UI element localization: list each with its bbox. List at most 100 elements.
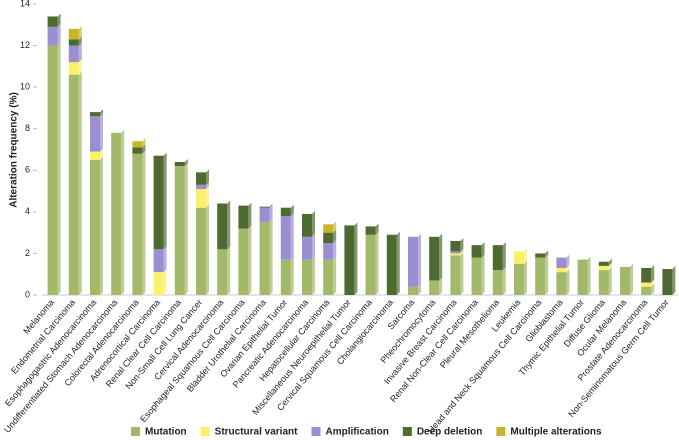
- bar-side: [100, 148, 103, 160]
- bar-segment: [556, 257, 567, 268]
- bar-segment: [556, 267, 567, 273]
- legend-label: Structural variant: [215, 427, 298, 438]
- bar-side: [78, 25, 82, 40]
- bar-side: [206, 204, 209, 295]
- y-tick-label: 10: [20, 82, 30, 92]
- bar-segment: [471, 245, 482, 258]
- bar-segment: [68, 45, 79, 63]
- y-tick-label: 12: [20, 40, 30, 50]
- legend-label: Multiple alterations: [510, 427, 602, 438]
- y-tick-label: 0: [25, 289, 30, 299]
- legend-swatch: [402, 427, 412, 436]
- bar-side: [227, 200, 231, 250]
- bar-segment: [196, 184, 206, 189]
- bar-side: [184, 158, 188, 167]
- bar-side: [57, 13, 61, 27]
- bar-side: [227, 246, 231, 295]
- bar-segment: [408, 286, 418, 295]
- bar-side: [100, 156, 103, 295]
- bar-side: [502, 242, 506, 271]
- legend-swatch: [200, 427, 210, 436]
- bar-side: [651, 283, 655, 295]
- bar-side: [269, 204, 273, 223]
- bar-side: [333, 229, 337, 244]
- bar-side: [608, 267, 612, 295]
- bar-side: [481, 254, 485, 295]
- bar-segment: [132, 147, 143, 154]
- bar-side: [142, 150, 146, 295]
- bar-side: [121, 129, 125, 295]
- bar-segment: [450, 255, 461, 295]
- bar-segment: [620, 266, 630, 295]
- bar-side: [460, 248, 464, 254]
- bar-segment: [408, 236, 418, 287]
- bar-side: [418, 283, 421, 295]
- bar-segment: [68, 62, 79, 75]
- bar-side: [78, 36, 82, 46]
- bar-side: [333, 240, 337, 260]
- bar-side: [290, 256, 294, 295]
- bar-side: [418, 233, 421, 287]
- y-axis-title: Alteration frequency (%): [9, 92, 20, 208]
- legend-swatch: [131, 427, 140, 436]
- y-tick-label: 14: [20, 0, 30, 8]
- y-tick-label: 4: [25, 206, 30, 216]
- bar-side: [312, 256, 315, 295]
- bar-side: [333, 221, 337, 233]
- bar-side: [354, 222, 358, 295]
- bar-side: [630, 263, 633, 295]
- bar-segment: [302, 259, 312, 295]
- bar-segment: [514, 251, 524, 264]
- bar-segment: [280, 216, 291, 260]
- bar-side: [206, 185, 209, 208]
- bar-segment: [641, 282, 652, 287]
- bar-segment: [641, 267, 652, 283]
- bar-side: [651, 264, 655, 283]
- bar-segment: [598, 261, 609, 266]
- bar-segment: [514, 263, 524, 295]
- bar-segment: [450, 253, 461, 256]
- bar-segment: [47, 26, 58, 46]
- bar-segment: [323, 232, 334, 244]
- bar-side: [566, 269, 570, 295]
- bar-segment: [259, 206, 270, 208]
- bar-segment: [217, 203, 228, 250]
- bar-side: [290, 213, 294, 260]
- bar-side: [439, 277, 443, 295]
- bar-segment: [153, 272, 164, 295]
- bar-segment: [90, 159, 100, 295]
- bar-side: [375, 223, 379, 235]
- bar-segment: [90, 112, 100, 117]
- bar-segment: [302, 213, 312, 237]
- bar-segment: [492, 270, 503, 295]
- bar-segment: [344, 225, 355, 295]
- bar-side: [608, 258, 612, 266]
- bar-side: [312, 233, 315, 260]
- bar-segment: [68, 28, 79, 40]
- bar-segment: [386, 234, 397, 295]
- bar-side: [78, 59, 82, 75]
- bar-side: [206, 181, 209, 189]
- bar-segment: [323, 259, 334, 295]
- bar-segment: [174, 166, 185, 295]
- y-tick-label: 8: [25, 123, 30, 133]
- bar-segment: [47, 45, 58, 296]
- bar-segment: [90, 151, 100, 160]
- bar-segment: [153, 155, 164, 250]
- bar-segment: [429, 236, 440, 281]
- bar-segment: [471, 257, 482, 295]
- bar-side: [460, 252, 464, 295]
- bar-segment: [323, 224, 334, 233]
- bar-side: [608, 262, 612, 271]
- bar-segment: [641, 286, 652, 295]
- bar-side: [206, 169, 209, 185]
- legend-swatch: [311, 427, 321, 436]
- bar-segment: [217, 249, 228, 295]
- legend-label: Deep deletion: [417, 427, 483, 438]
- bar-segment: [132, 153, 143, 295]
- bar-segment: [577, 259, 588, 295]
- bar-side: [502, 267, 506, 295]
- bar-side: [545, 254, 549, 295]
- bar-segment: [68, 39, 79, 46]
- bar-segment: [450, 251, 461, 254]
